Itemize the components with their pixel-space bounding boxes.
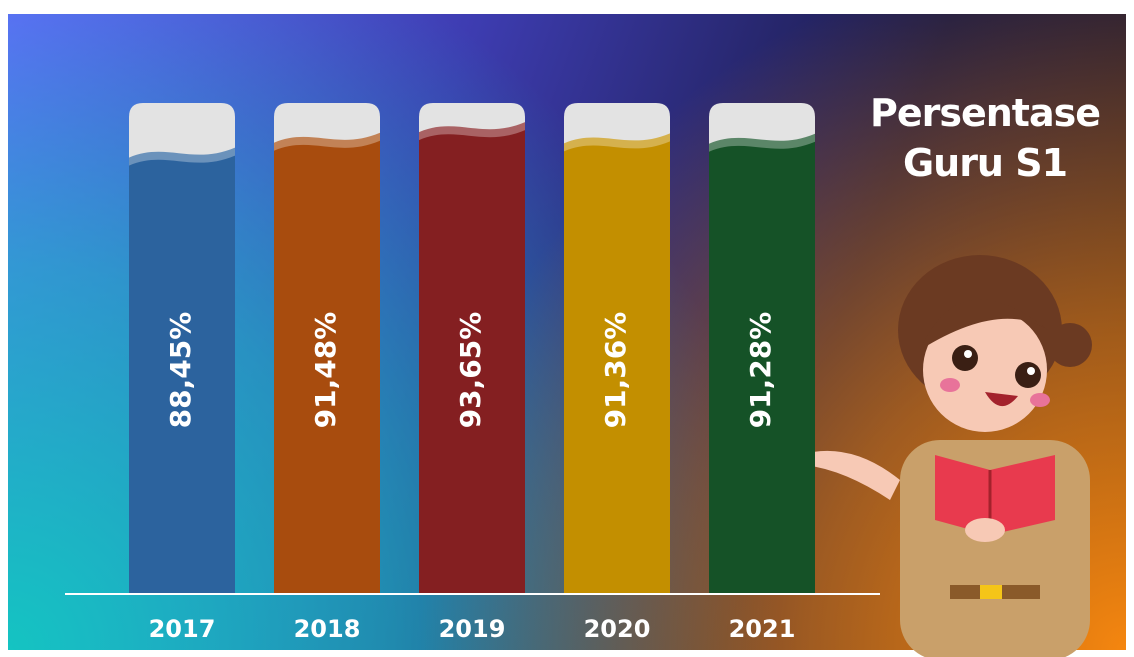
bar xyxy=(419,130,525,594)
x-tick-label: 2021 xyxy=(729,615,796,643)
x-tick-label: 2020 xyxy=(584,615,651,643)
value-label: 91,48% xyxy=(309,312,342,429)
value-label: 88,45% xyxy=(164,312,197,429)
bar xyxy=(129,155,235,593)
value-label: 91,36% xyxy=(599,312,632,429)
bar xyxy=(564,141,670,593)
chart-title: Persentase Guru S1 xyxy=(870,91,1101,185)
x-tick-label: 2019 xyxy=(439,615,506,643)
bar xyxy=(709,141,815,593)
value-label: 91,28% xyxy=(744,312,777,429)
teacher-illustration xyxy=(800,255,1092,657)
bar xyxy=(274,140,380,594)
value-label: 93,65% xyxy=(454,312,487,429)
x-tick-label: 2017 xyxy=(149,615,216,643)
x-tick-label: 2018 xyxy=(294,615,361,643)
